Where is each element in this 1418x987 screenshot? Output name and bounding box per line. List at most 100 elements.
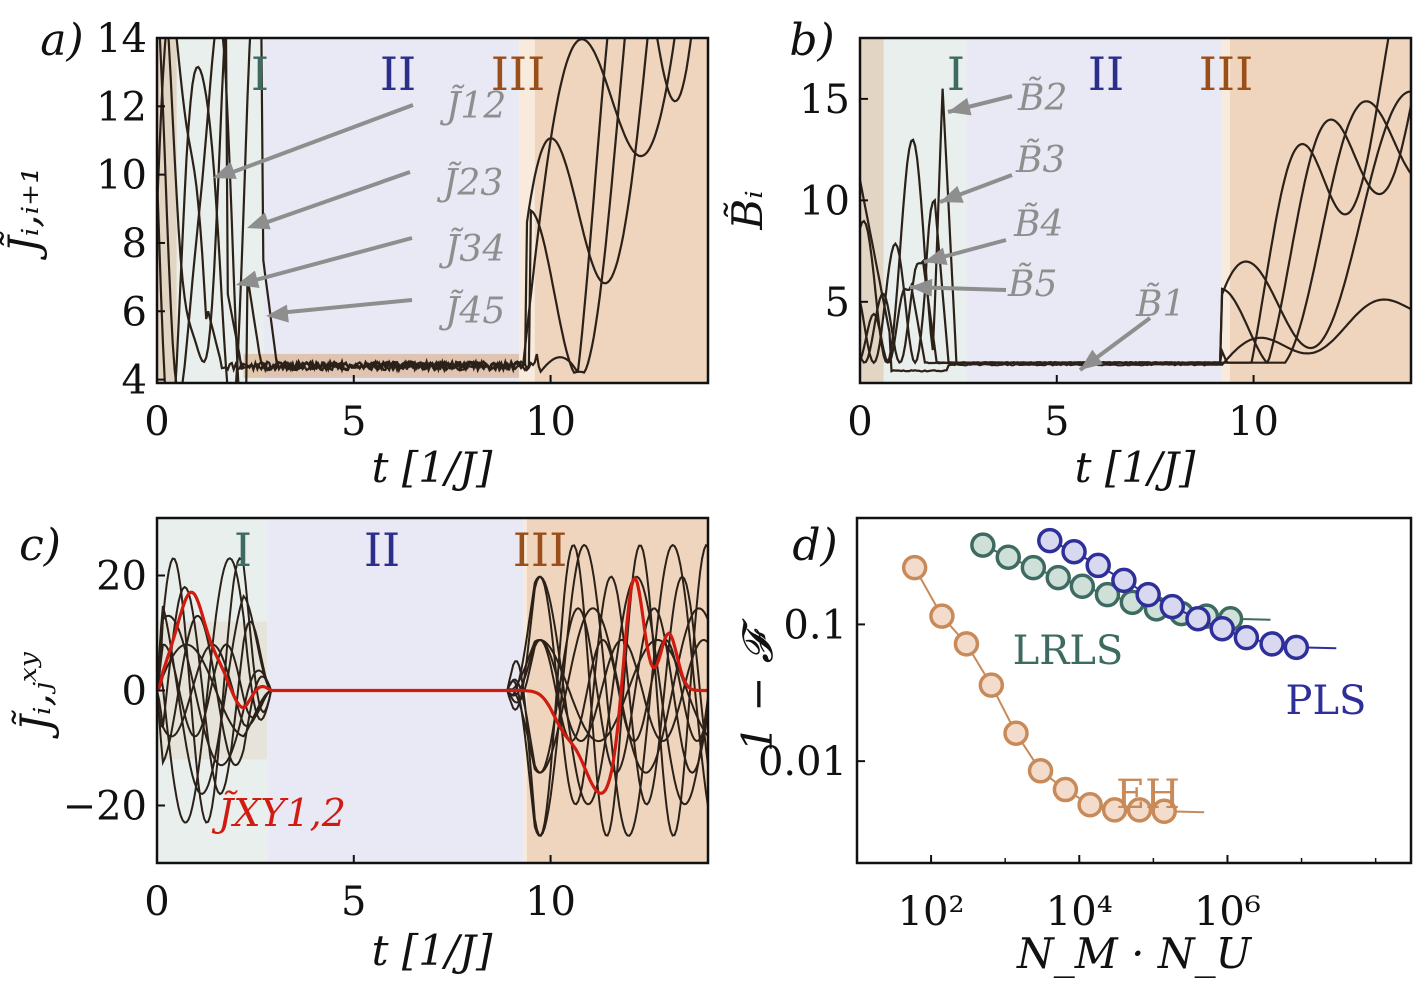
point-EH	[1151, 798, 1177, 825]
annotation-B̃4: B̃4	[1013, 203, 1063, 245]
point-PLS	[1061, 538, 1087, 565]
late-band	[1229, 38, 1411, 383]
annotation-B̃1: B̃1	[1135, 283, 1185, 325]
arrow-line	[247, 236, 413, 284]
point-EH	[1077, 791, 1103, 818]
arrow-head	[910, 278, 933, 297]
point-EH	[1126, 797, 1153, 823]
panel-a-label: a)	[40, 15, 83, 66]
arrow-head	[266, 304, 289, 323]
y-tick-label: 10	[799, 178, 850, 224]
point-PLS	[1159, 593, 1186, 620]
x-tick-label: 5	[341, 879, 366, 925]
y-tick-label: 8	[122, 221, 147, 267]
panel-b: 0 5 10 5 10 15 I II III B̃2 B̃3 B̃4 B̃5 B̃1 b) t …	[722, 15, 1413, 492]
panel-b-xlabel: t [1/J]	[1075, 443, 1196, 492]
point-PLS	[1085, 552, 1111, 579]
series-j12xy	[157, 575, 708, 795]
panel-b-annotations: B̃2 B̃3 B̃4 B̃5 B̃1	[909, 77, 1185, 372]
panel-b-bands	[860, 38, 1411, 383]
region-III-label-b: III	[1199, 47, 1254, 101]
arrow-head	[1080, 349, 1104, 370]
panel-b-ticks: 0 5 10 5 10 15	[799, 77, 1279, 445]
region-II-label-b: II	[1088, 47, 1124, 101]
series-J̃45	[157, 38, 693, 383]
legend-pls: PLS	[1286, 678, 1367, 724]
point-EH	[1027, 758, 1054, 784]
x-tick-label: 0	[144, 399, 169, 445]
y-tick-label: 10	[96, 153, 147, 199]
point-PLS	[1135, 581, 1161, 608]
annotation-B̃3: B̃3	[1015, 139, 1065, 181]
point-EH	[953, 631, 980, 657]
panel-c-ticks: 0 5 10 −20 0 20	[63, 554, 576, 926]
point-EH	[901, 554, 928, 581]
region-II-label-a: II	[380, 47, 416, 101]
panel-b-ylabel: B̃ᵢ	[722, 190, 772, 230]
x-tick-label: 0	[144, 879, 169, 925]
point-LRLS	[995, 544, 1022, 570]
arrow-line	[277, 298, 413, 315]
x-tick-label: 5	[1044, 399, 1069, 445]
point-LRLS	[1069, 573, 1096, 600]
panel-a-ticks: 0 5 10 4 6 8 10 12 14	[96, 16, 576, 445]
arrow-head	[247, 212, 271, 230]
panel-d-series	[901, 527, 1337, 825]
x-tick-label: 5	[341, 399, 366, 445]
panel-c-curves	[157, 543, 708, 838]
panel-a-frame	[155, 36, 710, 385]
arrow-line	[258, 170, 411, 227]
region-I-label-b: I	[947, 47, 965, 101]
point-EH	[978, 672, 1005, 698]
region-I-label-a: I	[251, 47, 269, 101]
point-EH	[1101, 797, 1128, 823]
series-B̃1	[860, 179, 1411, 373]
y-tick-label: 20	[96, 554, 147, 600]
panel-c-xlabel: t [1/J]	[372, 926, 493, 975]
point-PLS	[1283, 634, 1310, 661]
region-III	[519, 38, 708, 383]
annotation-J̃23: J̃23	[436, 162, 503, 204]
series-J̃23	[167, 38, 649, 374]
point-LRLS	[1045, 564, 1071, 591]
annotation-B̃5: B̃5	[1007, 263, 1057, 305]
arrow-head	[236, 270, 260, 289]
x-tick-label: 10	[525, 399, 576, 445]
annotation-j12xy: J̃XY1,2	[211, 791, 346, 835]
annotation-J̃45: J̃45	[438, 290, 505, 332]
panel-a-annotations: J̃12 J̃23 J̃34 J̃45	[213, 85, 506, 332]
y-tick-label: 4	[122, 358, 147, 404]
annotation-J̃12: J̃12	[439, 85, 506, 127]
region-III-label-a: III	[491, 47, 546, 101]
arrow-head	[213, 162, 237, 179]
initial-band	[860, 38, 884, 383]
panel-b-curves	[860, 38, 1411, 373]
point-EH	[1003, 720, 1029, 746]
x-tick-label: 10⁴	[1046, 889, 1113, 935]
panel-c-label: c)	[19, 520, 61, 571]
point-LRLS	[1020, 554, 1047, 581]
point-PLS	[1209, 615, 1235, 642]
series-B̃5	[860, 38, 1390, 365]
point-PLS	[1037, 527, 1063, 554]
x-tick-label: 0	[847, 399, 872, 445]
x-tick-label: 10⁶	[1194, 889, 1261, 935]
point-EH	[929, 603, 955, 629]
panel-b-frame	[858, 36, 1413, 385]
x-tick-label: 10	[1228, 399, 1279, 445]
region-I-label-c: I	[234, 523, 252, 577]
point-PLS	[1259, 631, 1285, 657]
panel-a-regions	[157, 38, 708, 383]
panel-d-ticks: 10² 10⁴ 10⁶ 0.01 0.1	[758, 602, 1377, 935]
legend-lrls: LRLS	[1013, 628, 1124, 674]
panel-d-xlabel: N_M · N_U	[1016, 929, 1253, 978]
panel-d-ylabel: 1 − 𝓕	[733, 618, 782, 752]
point-LRLS	[970, 532, 996, 558]
y-tick-label: −20	[63, 784, 147, 830]
y-tick-label: 14	[96, 16, 147, 62]
arrow-head	[940, 185, 964, 203]
y-tick-label: 0.1	[783, 602, 847, 648]
region-II-label-c: II	[364, 523, 400, 577]
